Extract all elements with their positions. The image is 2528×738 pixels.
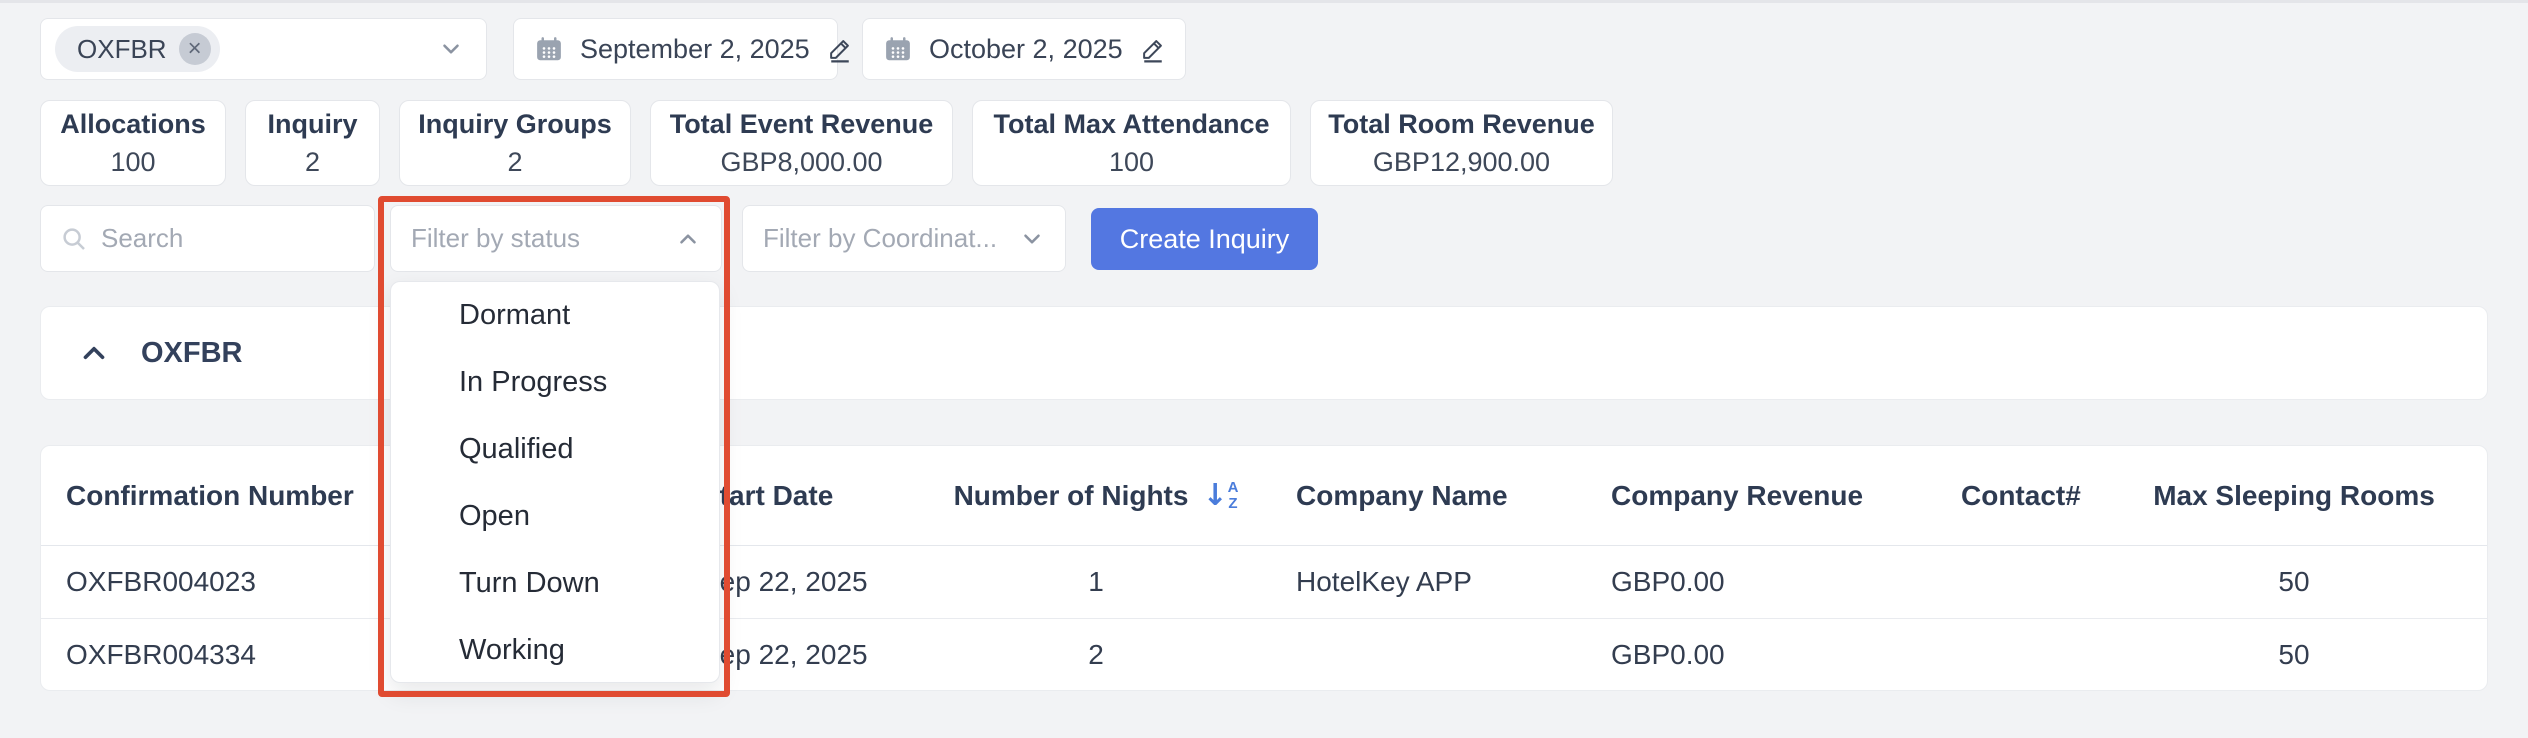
- coordinator-filter-select[interactable]: Filter by Coordinat...: [742, 205, 1066, 272]
- cell-number-of-nights: 1: [1088, 566, 1104, 597]
- sort-letter-z: Z: [1228, 494, 1238, 512]
- table-header-row: Confirmation Number Start Date Number of…: [41, 446, 2487, 546]
- stat-value: 2: [507, 146, 523, 177]
- sort-arrow-glyph: ↓: [1202, 478, 1228, 513]
- stats-row: Allocations 100 Inquiry 2 Inquiry Groups…: [40, 100, 1613, 186]
- section-title: OXFBR: [141, 336, 243, 369]
- selected-property-tag: OXFBR ×: [55, 26, 220, 72]
- stat-card-total-max-attendance: Total Max Attendance 100: [972, 100, 1291, 186]
- stat-label: Total Max Attendance: [993, 108, 1270, 139]
- search-box[interactable]: [40, 205, 375, 272]
- stat-value: GBP8,000.00: [720, 146, 883, 177]
- stat-card-allocations: Allocations 100: [40, 100, 226, 186]
- dropdown-option-qualified[interactable]: Qualified: [459, 433, 574, 465]
- calendar-icon: [883, 34, 913, 64]
- chevron-down-icon: [438, 36, 464, 62]
- collapse-chevron-icon[interactable]: [77, 336, 111, 370]
- stat-label: Total Event Revenue: [669, 108, 934, 139]
- dropdown-option-working[interactable]: Working: [459, 634, 565, 666]
- cell-confirmation-number[interactable]: OXFBR004334: [66, 638, 256, 670]
- calendar-icon: [534, 34, 564, 64]
- table-row[interactable]: OXFBR004023 Sep 22, 2025 1 HotelKey APP …: [41, 546, 2487, 618]
- dropdown-option-turn-down[interactable]: Turn Down: [459, 567, 600, 599]
- search-icon: [59, 224, 89, 254]
- column-header-contact[interactable]: Contact#: [1961, 479, 2081, 511]
- stat-card-inquiry-groups: Inquiry Groups 2: [399, 100, 631, 186]
- dropdown-option-open[interactable]: Open: [459, 500, 530, 532]
- cell-number-of-nights: 2: [1088, 638, 1104, 670]
- chevron-down-icon: [1019, 226, 1045, 252]
- column-header-label: Number of Nights: [953, 479, 1189, 511]
- selected-property-label: OXFBR: [77, 33, 167, 64]
- stat-label: Total Room Revenue: [1328, 108, 1595, 139]
- status-dropdown-menu: Dormant In Progress Qualified Open Turn …: [390, 281, 720, 683]
- sort-letter-a: A: [1227, 478, 1239, 496]
- stat-value: 2: [304, 146, 321, 177]
- remove-tag-icon[interactable]: ×: [178, 33, 211, 65]
- status-filter-select[interactable]: Filter by status: [390, 205, 722, 272]
- edit-pencil-icon[interactable]: [1139, 35, 1167, 63]
- column-header-company-name[interactable]: Company Name: [1296, 479, 1508, 511]
- cell-max-sleeping-rooms: 50: [2278, 638, 2310, 670]
- dropdown-option-in-progress[interactable]: In Progress: [459, 366, 608, 398]
- cell-company-revenue: GBP0.00: [1611, 638, 1725, 670]
- column-header-number-of-nights[interactable]: Number of Nights ↓ A Z: [951, 478, 1241, 513]
- create-inquiry-button[interactable]: Create Inquiry: [1091, 208, 1318, 270]
- chevron-up-icon: [675, 226, 701, 252]
- status-filter-placeholder: Filter by status: [411, 223, 581, 253]
- start-date-picker[interactable]: September 2, 2025: [513, 18, 849, 80]
- end-date-picker[interactable]: October 2, 2025: [862, 18, 1186, 80]
- column-header-confirmation-number[interactable]: Confirmation Number: [66, 479, 354, 511]
- stat-card-total-room-revenue: Total Room Revenue GBP12,900.00: [1310, 100, 1613, 186]
- search-input[interactable]: [101, 223, 356, 254]
- edit-pencil-icon[interactable]: [826, 35, 854, 63]
- cell-start-date: Sep 22, 2025: [701, 566, 868, 597]
- stat-label: Allocations: [60, 108, 206, 139]
- column-header-max-sleeping-rooms[interactable]: Max Sleeping Rooms: [2153, 479, 2435, 511]
- end-date-value: October 2, 2025: [929, 33, 1123, 64]
- cell-company-name: HotelKey APP: [1296, 566, 1472, 597]
- stat-value: 100: [1108, 146, 1155, 177]
- property-multiselect[interactable]: OXFBR ×: [40, 18, 487, 80]
- stat-label: Inquiry Groups: [418, 108, 612, 139]
- start-date-value: September 2, 2025: [580, 33, 810, 64]
- stat-value: GBP12,900.00: [1372, 146, 1551, 177]
- stat-card-inquiry: Inquiry 2: [245, 100, 380, 186]
- stat-value: 100: [110, 146, 156, 177]
- cell-confirmation-number[interactable]: OXFBR004023: [66, 566, 256, 597]
- cell-start-date: Sep 22, 2025: [701, 638, 868, 670]
- column-header-start-date[interactable]: Start Date: [701, 479, 834, 511]
- column-header-company-revenue[interactable]: Company Revenue: [1611, 479, 1864, 511]
- page-top-divider: [0, 0, 2528, 3]
- dropdown-option-dormant[interactable]: Dormant: [459, 299, 571, 331]
- stat-card-total-event-revenue: Total Event Revenue GBP8,000.00: [650, 100, 953, 186]
- stat-label: Inquiry: [267, 108, 358, 139]
- coordinator-filter-placeholder: Filter by Coordinat...: [763, 223, 998, 253]
- cell-company-revenue: GBP0.00: [1611, 566, 1725, 597]
- cell-max-sleeping-rooms: 50: [2278, 566, 2310, 597]
- sort-az-icon[interactable]: ↓ A Z: [1202, 478, 1239, 513]
